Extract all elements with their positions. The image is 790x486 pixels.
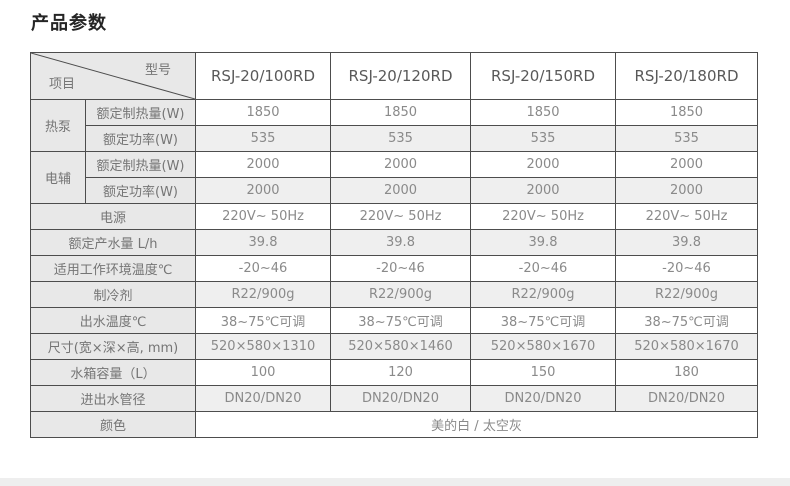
cell-value: 120 — [330, 359, 471, 386]
table-row: 热泵 额定制热量(W) 1850 1850 1850 1850 — [30, 99, 758, 152]
cell-value: 1850 — [195, 99, 331, 126]
cell-value: 39.8 — [330, 229, 471, 256]
table-row: 制冷剂 R22/900g R22/900g R22/900g R22/900g — [30, 281, 758, 308]
row-label: 尺寸(宽×深×高, mm) — [30, 333, 196, 360]
cell-value: R22/900g — [615, 281, 758, 308]
model-header: RSJ-20/180RD — [615, 52, 758, 100]
row-label: 制冷剂 — [30, 281, 196, 308]
cell-value: 220V~ 50Hz — [330, 203, 471, 230]
cell-value: R22/900g — [330, 281, 471, 308]
diagonal-divider — [31, 53, 195, 99]
cell-value: 150 — [470, 359, 616, 386]
row-label: 额定功率(W) — [85, 125, 196, 152]
table-row: 额定功率(W) 535 535 535 535 — [31, 125, 758, 152]
cell-value: 2000 — [195, 177, 331, 204]
model-header: RSJ-20/120RD — [330, 52, 471, 100]
row-label: 出水温度℃ — [30, 307, 196, 334]
row-label: 额定制热量(W) — [85, 151, 196, 178]
cell-value: 535 — [330, 125, 471, 152]
cell-value: 1850 — [615, 99, 758, 126]
bottom-strip — [0, 478, 790, 486]
corner-cell: 型号 项目 — [30, 52, 196, 100]
cell-value: 38~75℃可调 — [470, 307, 616, 334]
cell-value: DN20/DN20 — [330, 385, 471, 412]
table-row: 额定功率(W) 2000 2000 2000 2000 — [31, 177, 758, 204]
cell-value: R22/900g — [470, 281, 616, 308]
cell-value: 535 — [195, 125, 331, 152]
cell-value: 39.8 — [470, 229, 616, 256]
row-label: 额定制热量(W) — [85, 99, 196, 126]
cell-value: 220V~ 50Hz — [615, 203, 758, 230]
row-label: 进出水管径 — [30, 385, 196, 412]
group-label: 电辅 — [30, 151, 86, 204]
corner-label-item: 项目 — [49, 77, 76, 92]
cell-value: 520×580×1670 — [615, 333, 758, 360]
cell-value: DN20/DN20 — [615, 385, 758, 412]
table-row: 进出水管径 DN20/DN20 DN20/DN20 DN20/DN20 DN20… — [30, 385, 758, 412]
cell-value: 520×580×1460 — [330, 333, 471, 360]
cell-value: 520×580×1310 — [195, 333, 331, 360]
row-label: 额定功率(W) — [85, 177, 196, 204]
cell-value: 535 — [615, 125, 758, 152]
cell-value: 2000 — [330, 151, 471, 178]
table-row: 电辅 额定制热量(W) 2000 2000 2000 2000 — [30, 151, 758, 204]
spec-table: 型号 项目 RSJ-20/100RD RSJ-20/120RD RSJ-20/1… — [30, 52, 758, 438]
cell-value: 1850 — [470, 99, 616, 126]
cell-value: 2000 — [330, 177, 471, 204]
cell-value: 535 — [470, 125, 616, 152]
cell-value: 2000 — [615, 177, 758, 204]
cell-value: 38~75℃可调 — [330, 307, 471, 334]
row-label: 水箱容量（L） — [30, 359, 196, 386]
table-row: 颜色 美的白 / 太空灰 — [30, 411, 758, 438]
cell-value: 520×580×1670 — [470, 333, 616, 360]
cell-value: 38~75℃可调 — [615, 307, 758, 334]
table-row: 尺寸(宽×深×高, mm) 520×580×1310 520×580×1460 … — [30, 333, 758, 360]
model-header: RSJ-20/150RD — [470, 52, 616, 100]
cell-value: 1850 — [330, 99, 471, 126]
cell-value: 38~75℃可调 — [195, 307, 331, 334]
cell-value: 180 — [615, 359, 758, 386]
cell-value: 220V~ 50Hz — [470, 203, 616, 230]
corner-label-model: 型号 — [144, 63, 171, 78]
cell-value: DN20/DN20 — [195, 385, 331, 412]
table-row: 出水温度℃ 38~75℃可调 38~75℃可调 38~75℃可调 38~75℃可… — [30, 307, 758, 334]
cell-value: 220V~ 50Hz — [195, 203, 331, 230]
row-label: 颜色 — [30, 411, 196, 438]
cell-value: R22/900g — [195, 281, 331, 308]
cell-value-merged: 美的白 / 太空灰 — [195, 411, 758, 438]
table-row: 水箱容量（L） 100 120 150 180 — [30, 359, 758, 386]
cell-value: 100 — [195, 359, 331, 386]
model-header: RSJ-20/100RD — [195, 52, 331, 100]
page-title: 产品参数 — [31, 13, 107, 34]
cell-value: 2000 — [470, 177, 616, 204]
cell-value: 2000 — [470, 151, 616, 178]
cell-value: 2000 — [195, 151, 331, 178]
header-row: 型号 项目 RSJ-20/100RD RSJ-20/120RD RSJ-20/1… — [30, 52, 758, 100]
row-label: 额定产水量 L/h — [30, 229, 196, 256]
cell-value: 39.8 — [195, 229, 331, 256]
cell-value: -20~46 — [195, 255, 331, 282]
table-row: 适用工作环境温度℃ -20~46 -20~46 -20~46 -20~46 — [30, 255, 758, 282]
cell-value: -20~46 — [330, 255, 471, 282]
cell-value: 2000 — [615, 151, 758, 178]
cell-value: -20~46 — [470, 255, 616, 282]
table-row: 额定产水量 L/h 39.8 39.8 39.8 39.8 — [30, 229, 758, 256]
row-label: 电源 — [30, 203, 196, 230]
group-label: 热泵 — [30, 99, 86, 152]
row-label: 适用工作环境温度℃ — [30, 255, 196, 282]
table-row: 电源 220V~ 50Hz 220V~ 50Hz 220V~ 50Hz 220V… — [30, 203, 758, 230]
cell-value: -20~46 — [615, 255, 758, 282]
cell-value: DN20/DN20 — [470, 385, 616, 412]
cell-value: 39.8 — [615, 229, 758, 256]
